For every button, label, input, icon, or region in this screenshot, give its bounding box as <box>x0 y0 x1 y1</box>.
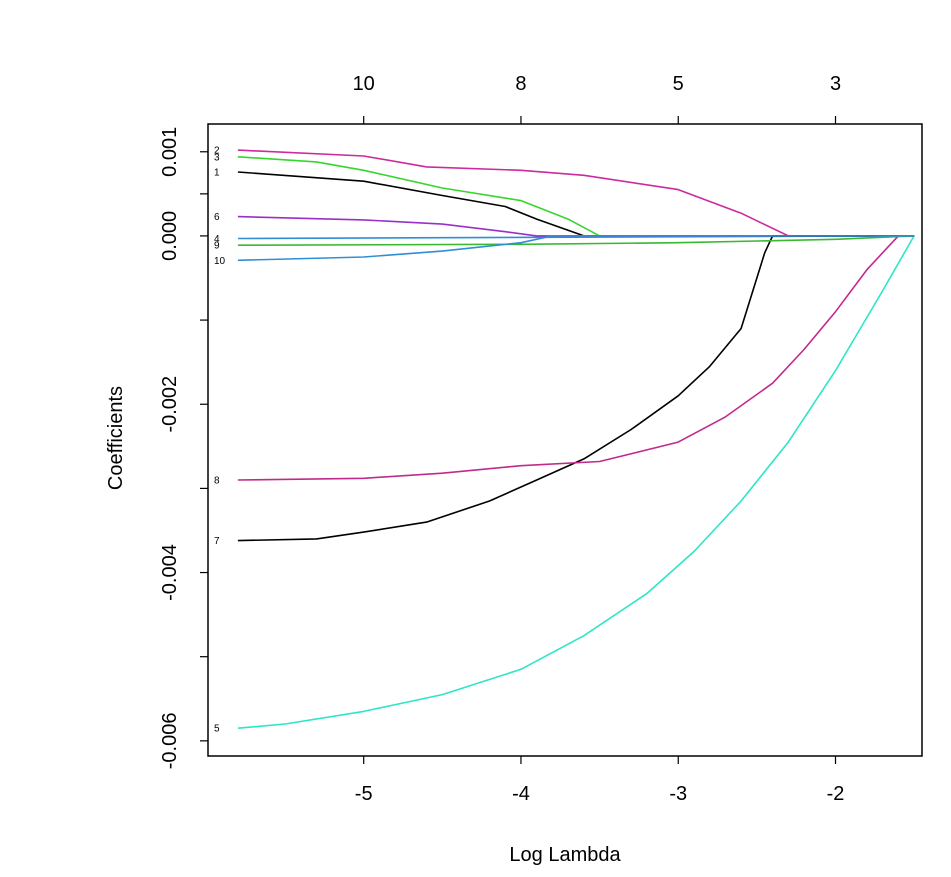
y-tick-label: -0.004 <box>159 544 181 601</box>
series-label-7: 7 <box>214 536 220 547</box>
series-line-1 <box>237 171 915 237</box>
series-label-2: 2 <box>214 146 220 157</box>
series-label-10: 10 <box>214 256 226 267</box>
series-label-9: 9 <box>214 241 220 252</box>
series-label-5: 5 <box>214 724 220 735</box>
x-tick-label: -3 <box>669 783 687 805</box>
series-label-4: 4 <box>214 234 220 245</box>
x-axis: -5 -4 -3 -2 <box>355 756 845 805</box>
y-tick-label: 0.000 <box>159 211 181 261</box>
y-tick-label: 0.001 <box>159 127 181 177</box>
y-axis: 0.001 0.000 -0.002 -0.004 -0.006 <box>159 127 208 769</box>
series-line-5 <box>237 235 915 729</box>
top-axis: 10 8 5 3 <box>353 73 841 124</box>
y-tick-label: -0.006 <box>159 713 181 770</box>
x-tick-label: -4 <box>512 783 530 805</box>
y-axis-title: Coefficients <box>105 386 127 490</box>
top-tick-label: 10 <box>353 73 375 95</box>
top-tick-label: 3 <box>830 73 841 95</box>
series-label-6: 6 <box>214 212 220 223</box>
top-tick-label: 8 <box>515 73 526 95</box>
series-line-3 <box>237 156 915 237</box>
series-line-2 <box>237 149 915 237</box>
top-tick-label: 5 <box>673 73 684 95</box>
plot-frame <box>207 123 923 757</box>
x-tick-label: -5 <box>355 783 373 805</box>
series-label-1: 1 <box>214 167 220 178</box>
series-line-9 <box>237 235 915 246</box>
series-lines <box>237 149 915 729</box>
series-label-3: 3 <box>214 152 220 163</box>
x-axis-title: Log Lambda <box>509 844 621 866</box>
series-line-10 <box>237 235 915 262</box>
series-line-8 <box>237 235 915 481</box>
x-tick-label: -2 <box>827 783 845 805</box>
series-line-7 <box>237 235 915 542</box>
series-label-8: 8 <box>214 475 220 486</box>
y-tick-label: -0.002 <box>159 376 181 433</box>
